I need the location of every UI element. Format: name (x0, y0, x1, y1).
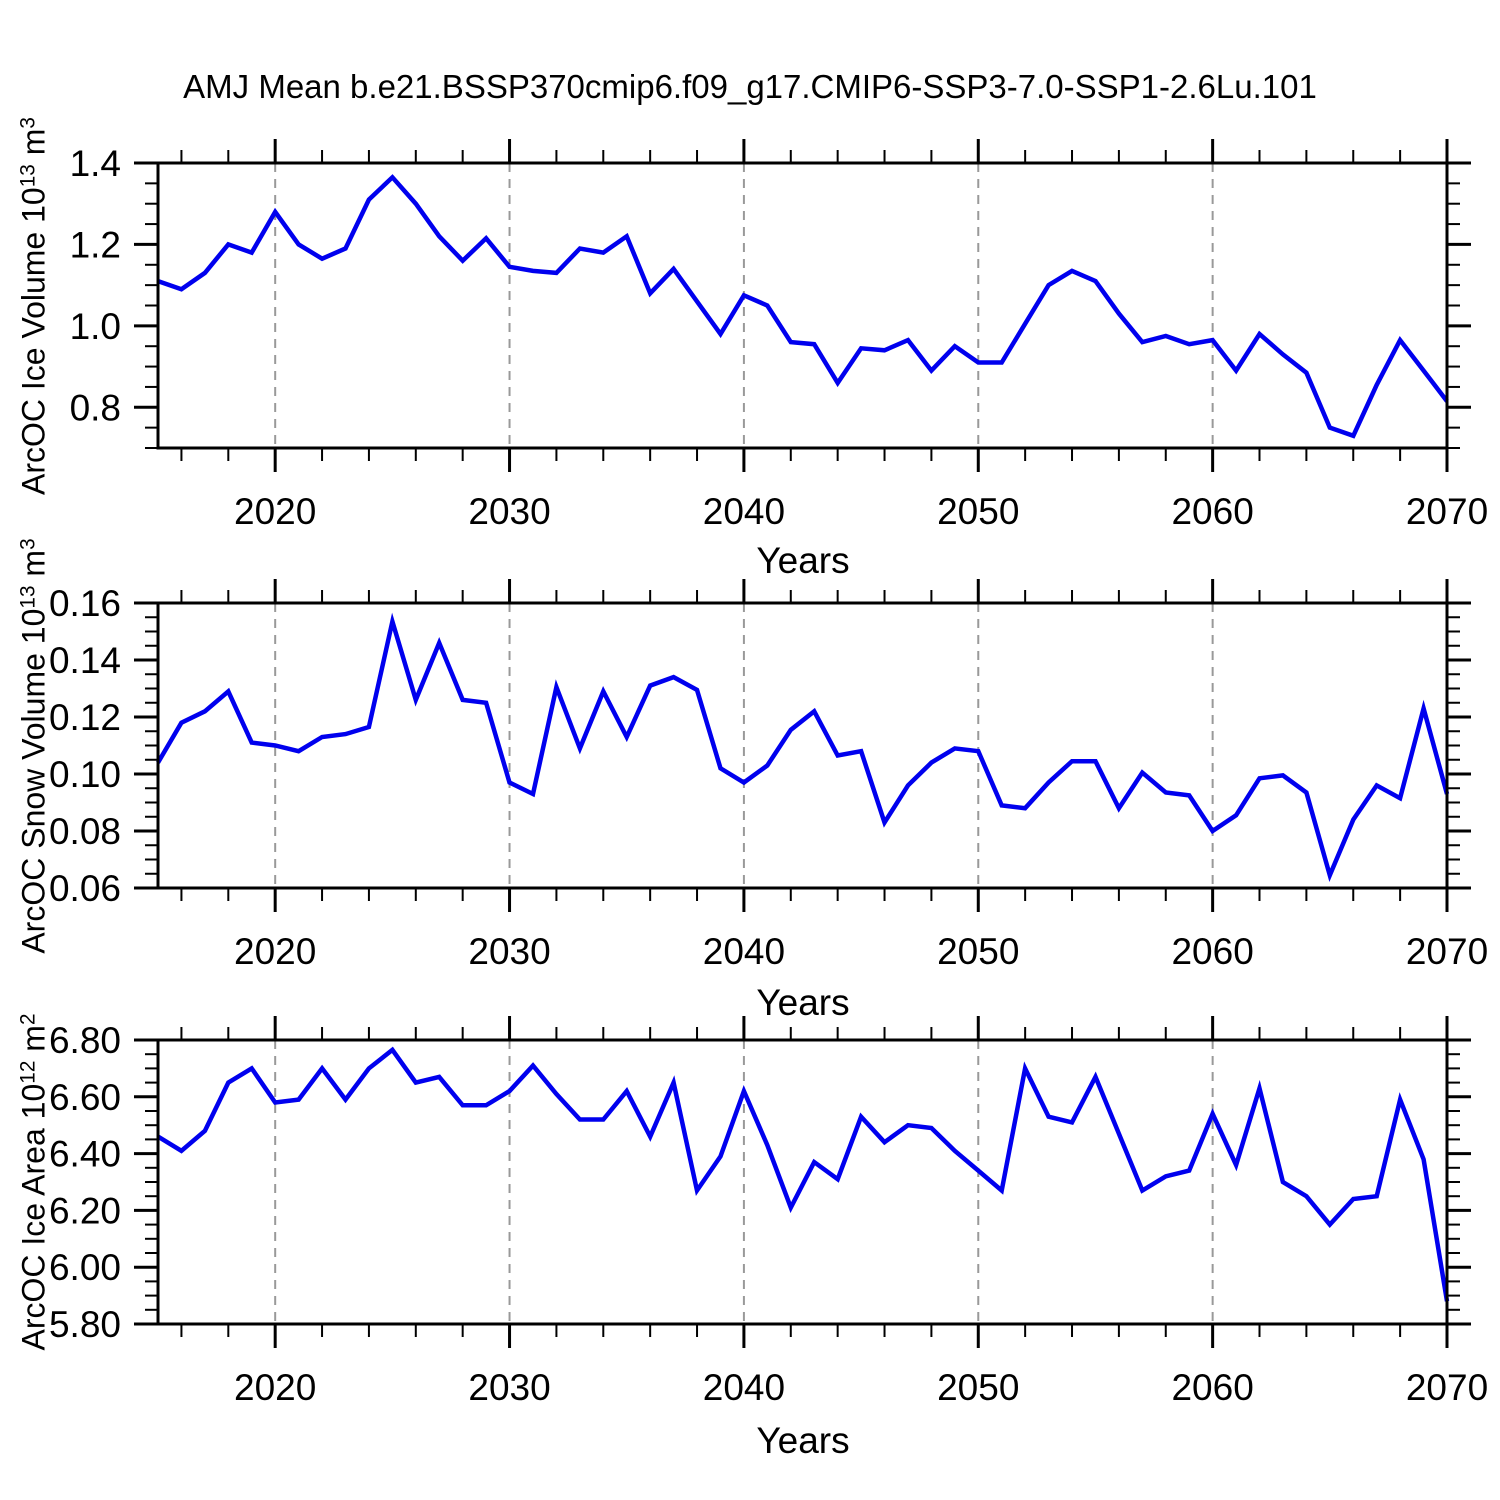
panel-3-x-tick-label: 2030 (468, 1367, 550, 1408)
panel-3-x-tick-label: 2020 (234, 1367, 316, 1408)
panel-2-data-line (156, 612, 1450, 882)
panel-3-y-tick-label: 6.20 (49, 1190, 121, 1231)
panel-1-x-tick-label: 2050 (937, 491, 1019, 532)
panel-1-y-tick-label: 0.8 (70, 387, 121, 428)
panel-1-y-tick-label: 1.2 (70, 224, 121, 265)
panel-3-x-tick-label: 2040 (703, 1367, 785, 1408)
panel-1-x-tick-label: 2060 (1171, 491, 1253, 532)
panel-2-y-tick-label: 0.14 (49, 640, 121, 681)
x-axis-title-panel-3: Years (756, 1420, 850, 1461)
panel-3-y-tick-label: 6.40 (49, 1134, 121, 1175)
panel-1-x-tick-label: 2040 (703, 491, 785, 532)
panel-1-x-tick-label: 2030 (468, 491, 550, 532)
panel-2-y-tick-label: 0.10 (49, 754, 121, 795)
panel-2-x-tick-label: 2020 (234, 931, 316, 972)
panel-1-data-line (157, 174, 1449, 439)
panel-3-y-tick-label: 6.00 (49, 1247, 121, 1288)
panel-3-y-tick-label: 6.60 (49, 1077, 121, 1118)
panel-2-x-tick-label: 2040 (703, 931, 785, 972)
panel-2-x-tick-label: 2030 (468, 931, 550, 972)
panel-2-y-tick-label: 0.16 (49, 583, 121, 624)
panel-1-plot-border (156, 161, 1449, 450)
panel-2-y-tick-label: 0.08 (49, 811, 121, 852)
panel-3-x-tick-label: 2070 (1406, 1367, 1488, 1408)
panel-3-x-tick-label: 2050 (937, 1367, 1019, 1408)
panel-2-x-tick-label: 2050 (937, 931, 1019, 972)
panel-2-x-tick-label: 2060 (1171, 931, 1253, 972)
panel-2-y-tick-label: 0.06 (49, 868, 121, 909)
chart-title: AMJ Mean b.e21.BSSP370cmip6.f09_g17.CMIP… (183, 68, 1317, 105)
panel-3-y-tick-label: 5.80 (49, 1304, 121, 1345)
panel-2-y-tick-label: 0.12 (49, 697, 121, 738)
panel-1-y-tick-label: 1.0 (70, 306, 121, 347)
panel-2-plot-border (156, 601, 1449, 890)
panel-3-y-tick-label: 6.80 (49, 1020, 121, 1061)
panel-1-x-tick-label: 2020 (234, 491, 316, 532)
panel-2-x-tick-label: 2070 (1406, 931, 1488, 972)
panel-1-y-tick-label: 1.4 (70, 143, 121, 184)
x-axis-title-panel-1: Years (756, 540, 850, 581)
panel-3-x-tick-label: 2060 (1171, 1367, 1253, 1408)
x-axis-title-panel-2: Years (756, 982, 850, 1023)
panel-3-data-line (156, 1046, 1450, 1302)
panel-1-x-tick-label: 2070 (1406, 491, 1488, 532)
